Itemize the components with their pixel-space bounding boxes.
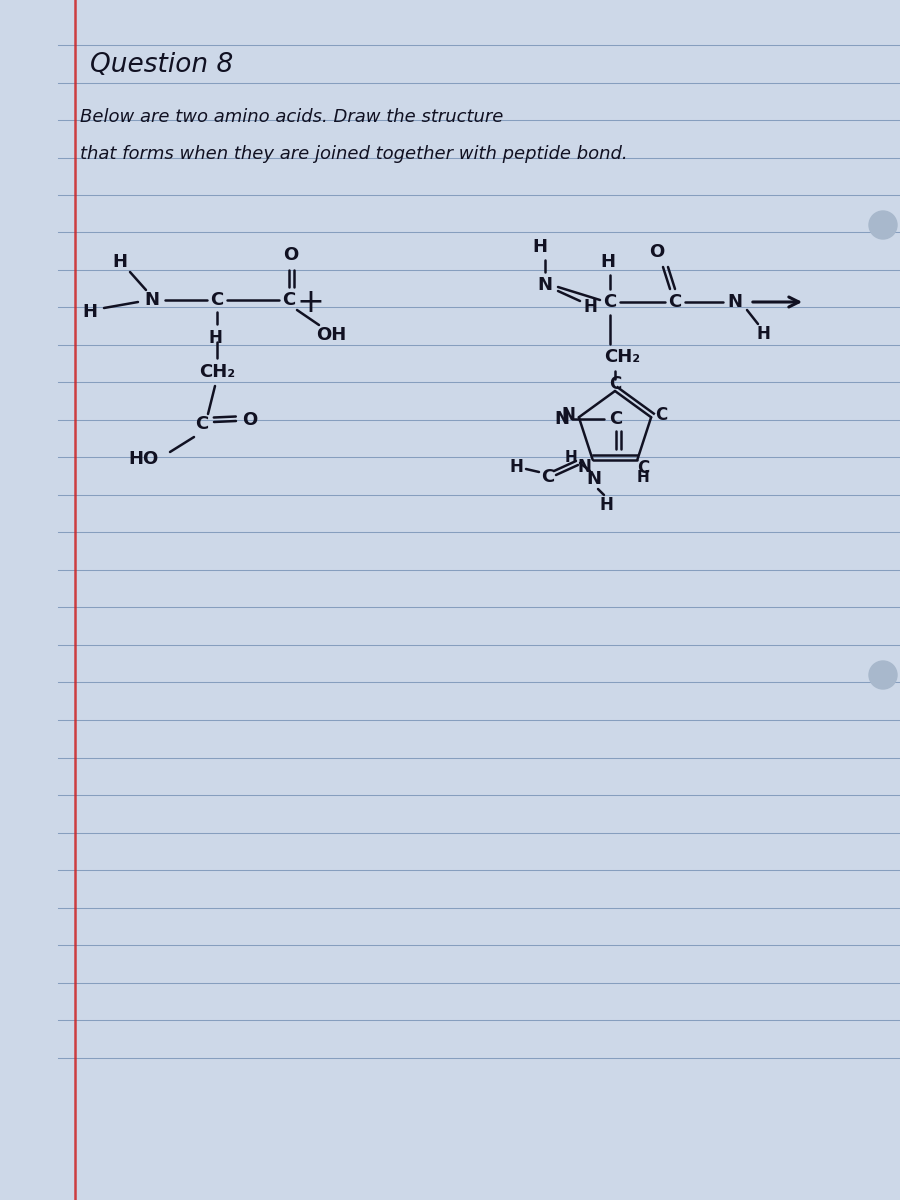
Text: CH₂: CH₂ [604,348,640,366]
Text: O: O [650,242,664,260]
Text: O: O [242,410,257,428]
Text: N: N [578,457,591,475]
Text: Below are two amino acids. Draw the structure: Below are two amino acids. Draw the stru… [80,108,503,126]
Text: C: C [542,468,554,486]
Text: C: C [609,374,621,392]
Text: H: H [83,302,97,320]
Text: N: N [587,470,601,488]
Text: H: H [564,450,577,466]
Text: C: C [655,407,667,425]
Text: C: C [195,415,209,433]
Text: H: H [583,298,597,316]
Text: CH₂: CH₂ [199,364,235,382]
Text: C: C [211,290,223,308]
Text: +: + [296,286,324,318]
Text: H: H [533,238,547,256]
Text: N: N [727,293,742,311]
Text: C: C [609,410,623,428]
Text: N: N [562,407,576,425]
Text: C: C [669,293,681,311]
Text: H: H [637,470,650,485]
Text: H: H [756,325,770,343]
Text: O: O [284,246,299,264]
Text: C: C [283,290,295,308]
Text: H: H [509,458,523,476]
Text: OH: OH [316,326,346,344]
Text: HO: HO [129,450,159,468]
Text: H: H [112,253,128,271]
Circle shape [869,661,897,689]
Text: that forms when they are joined together with peptide bond.: that forms when they are joined together… [80,145,627,163]
Text: C: C [637,458,650,476]
Text: H: H [208,329,222,347]
Text: H: H [600,253,616,271]
Text: N: N [537,276,553,294]
Text: N: N [554,410,570,428]
Text: C: C [603,293,616,311]
Circle shape [869,211,897,239]
Text: H: H [599,496,613,514]
Text: N: N [145,290,159,308]
Text: Question 8: Question 8 [90,52,233,78]
